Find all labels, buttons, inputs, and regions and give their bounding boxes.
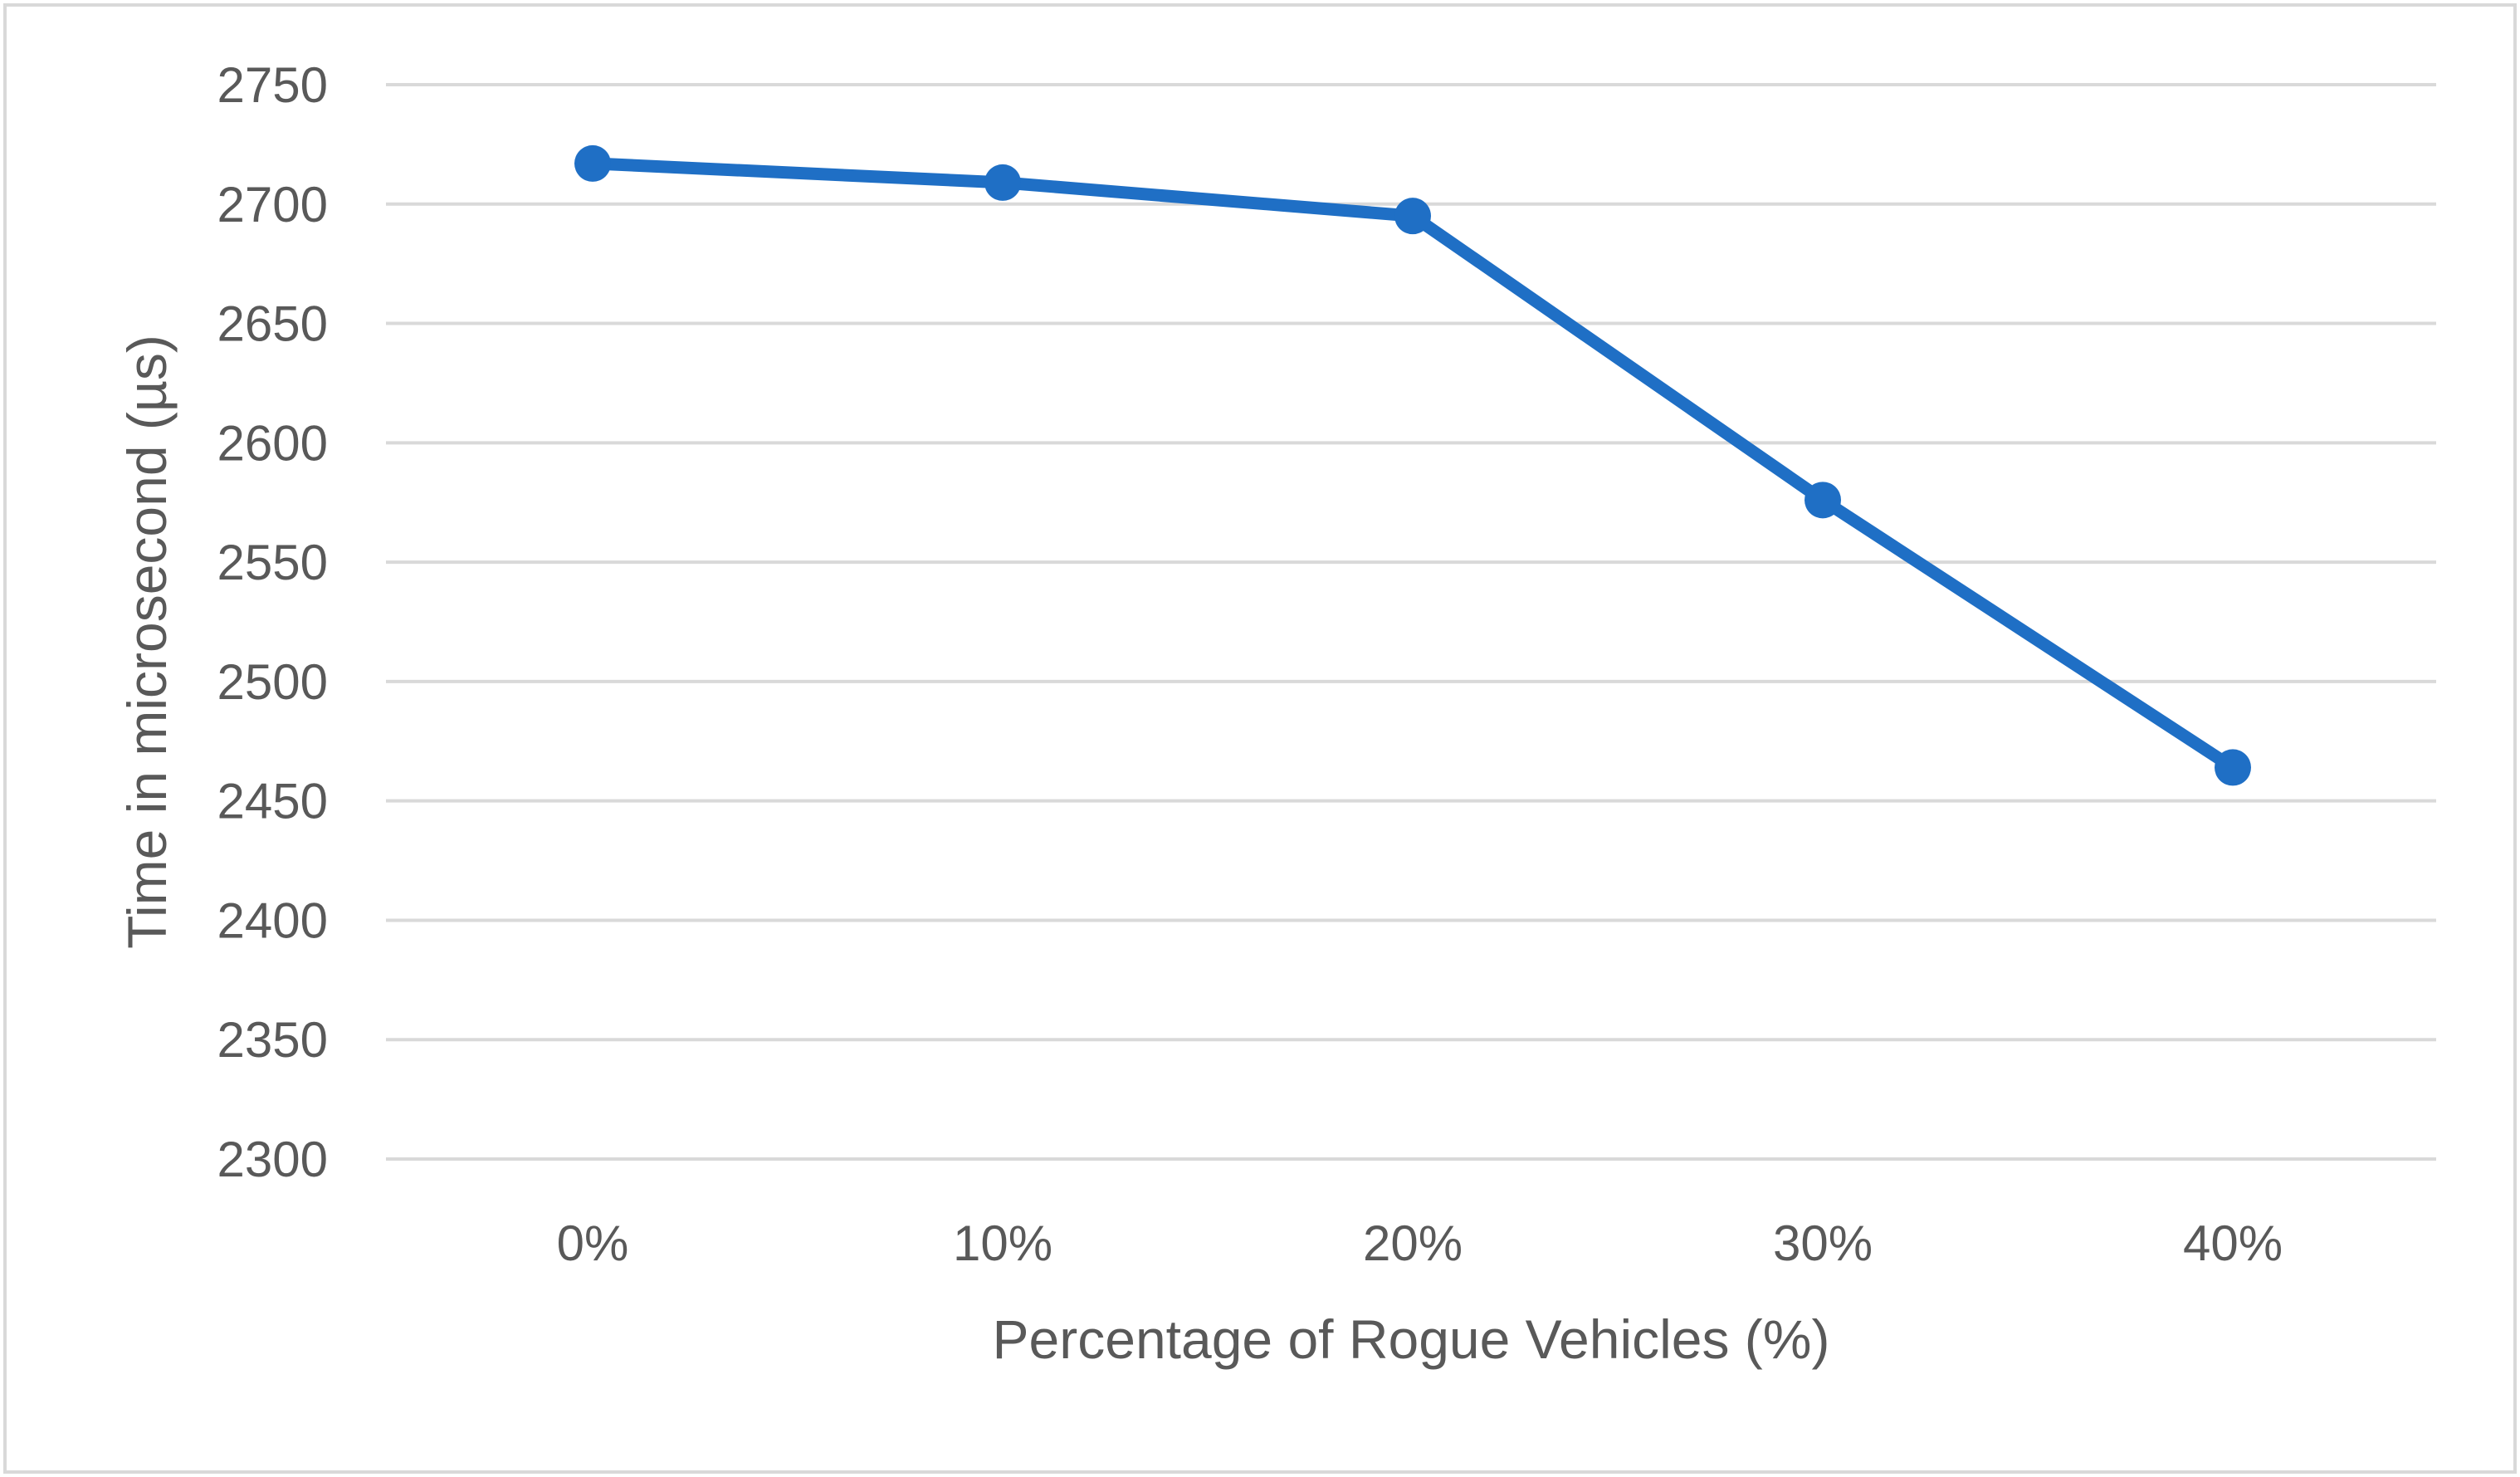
data-point-10pct <box>984 164 1021 201</box>
data-point-40pct <box>2215 749 2251 786</box>
x-tick-label: 30% <box>1773 1215 1873 1271</box>
y-tick-label: 2550 <box>217 535 328 590</box>
data-point-30pct <box>1805 482 1841 519</box>
x-axis-tick-labels: 0% 10% 20% 30% 40% <box>557 1215 2283 1271</box>
series-layer <box>574 144 2251 786</box>
data-point-0pct <box>574 144 611 182</box>
y-tick-label: 2400 <box>217 893 328 948</box>
y-tick-label: 2600 <box>217 415 328 471</box>
x-axis-title: Percentage of Rogue Vehicles (%) <box>993 1308 1830 1370</box>
y-axis-title: Time in microsecond (µs) <box>116 335 178 949</box>
x-tick-label: 40% <box>2183 1215 2283 1271</box>
y-tick-label: 2350 <box>217 1012 328 1068</box>
chart-frame <box>3 3 2517 1474</box>
y-tick-label: 2300 <box>217 1132 328 1187</box>
x-tick-label: 20% <box>1363 1215 1463 1271</box>
y-axis-tick-labels: 2300 2350 2400 2450 2500 2550 2600 2650 2700 2750 <box>217 57 328 1187</box>
data-point-20pct <box>1394 198 1431 235</box>
y-tick-label: 2450 <box>217 774 328 829</box>
x-tick-label: 0% <box>557 1215 629 1271</box>
y-tick-label: 2750 <box>217 57 328 113</box>
y-tick-label: 2700 <box>217 177 328 232</box>
y-tick-label: 2500 <box>217 654 328 710</box>
y-tick-label: 2650 <box>217 296 328 352</box>
x-tick-label: 10% <box>953 1215 1052 1271</box>
